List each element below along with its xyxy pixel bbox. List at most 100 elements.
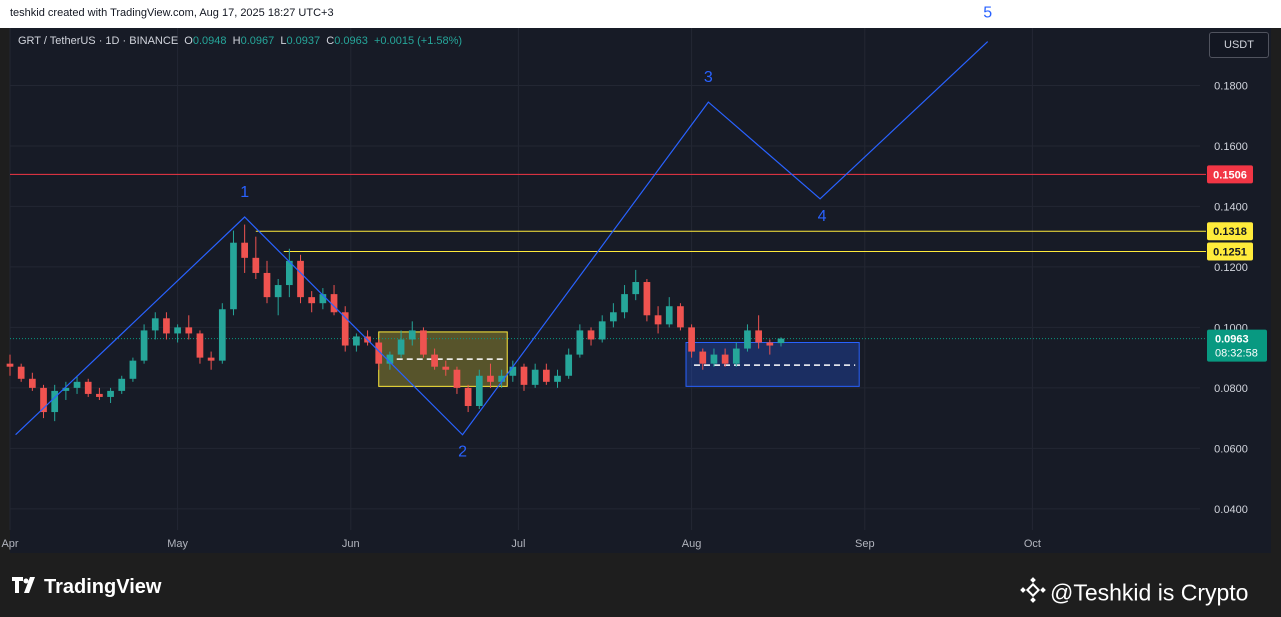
candle-body (699, 351, 707, 364)
candle-body (520, 366, 528, 385)
candle-body (487, 375, 494, 382)
high-value: 0.0967 (240, 35, 275, 47)
candle-body (408, 330, 416, 340)
binance-logo-icon (1020, 577, 1046, 609)
candle-body (509, 366, 517, 376)
currency-button[interactable]: USDT (1209, 32, 1269, 58)
candle-body (163, 318, 170, 334)
candle-body (565, 354, 573, 376)
wave-label-4: 4 (818, 208, 827, 225)
candle-countdown-label: 08:32:58 (1215, 348, 1258, 360)
attribution-bar: teshkid created with TradingView.com, Au… (0, 0, 1281, 28)
candle-body (107, 390, 114, 397)
current-price-tag (1207, 329, 1267, 362)
close-value: 0.0963 (334, 35, 368, 47)
y-tick-label: 0.1400 (1214, 201, 1248, 213)
candle-body (442, 366, 450, 370)
candle-body (185, 327, 193, 334)
candle-body (397, 339, 405, 355)
y-tick-label: 0.1800 (1214, 80, 1248, 92)
candle-body (6, 363, 14, 367)
y-tick-label: 0.0800 (1214, 383, 1248, 395)
candle-body (386, 354, 394, 364)
candle-body (319, 294, 327, 304)
candle-body (330, 294, 338, 313)
tradingview-logo-icon (12, 576, 38, 599)
candle-body (353, 336, 360, 346)
low-value: 0.0937 (286, 35, 321, 47)
candle-body (576, 330, 584, 355)
current-price-label: 0.0963 (1215, 334, 1249, 346)
wave-label-1: 1 (240, 184, 249, 201)
candle-body (263, 272, 271, 298)
candle-body (431, 354, 438, 367)
chart-pane[interactable] (10, 28, 1271, 553)
candle-body (744, 330, 751, 349)
author-watermark: @Teshkid is Crypto (1020, 577, 1248, 609)
x-tick-label: Apr (1, 538, 18, 550)
y-tick-label: 0.0600 (1214, 443, 1248, 455)
candle-body (140, 330, 148, 361)
elliott-wave-path (15, 41, 989, 436)
candle-body (710, 354, 718, 364)
tradingview-logo[interactable]: TradingView (12, 576, 161, 599)
level-price-label: 0.1318 (1213, 226, 1247, 238)
candle-body (28, 378, 36, 388)
candle-body (621, 294, 628, 313)
blue-range-box (685, 342, 860, 387)
wave-label-5: 5 (983, 5, 992, 22)
candle-body (554, 375, 561, 382)
candle-body (341, 312, 349, 346)
wave-label-2: 2 (458, 444, 467, 461)
level-price-label: 0.1506 (1213, 169, 1247, 181)
tradingview-logo-text: TradingView (44, 576, 162, 598)
candle-body (17, 366, 25, 379)
candle-body (721, 354, 729, 364)
low-label: L (280, 35, 287, 47)
candle-body (665, 306, 673, 325)
candle-body (207, 357, 215, 361)
candle-body (610, 312, 617, 322)
candle-body (475, 375, 483, 407)
candle-body (598, 321, 606, 340)
candle-body (498, 375, 505, 382)
candle-body (241, 242, 248, 258)
candle-body (51, 390, 59, 413)
x-tick-label: Jul (511, 538, 525, 550)
candle-body (308, 297, 316, 304)
candle-body (688, 327, 695, 352)
x-tick-label: Aug (682, 538, 702, 550)
candle-body (464, 387, 472, 407)
candle-body (196, 333, 204, 358)
high-label: H (232, 35, 241, 47)
symbol-pair[interactable]: GRT / TetherUS · 1D · BINANCE (18, 35, 179, 47)
candle-body (174, 327, 181, 334)
watermark-text: @Teshkid is Crypto (1050, 579, 1249, 606)
candle-body (677, 306, 684, 328)
attribution-text: teshkid created with TradingView.com, Au… (10, 7, 334, 19)
candle-body (777, 338, 785, 344)
candle-body (218, 309, 226, 361)
candle-body (84, 381, 92, 394)
x-tick-label: May (167, 538, 188, 550)
open-value: 0.0948 (192, 35, 227, 47)
symbol-legend: GRT / TetherUS · 1D · BINANCE O0.0948 H0… (18, 35, 462, 47)
y-tick-label: 0.1600 (1214, 141, 1248, 153)
open-label: O (184, 35, 193, 47)
candle-body (632, 282, 640, 295)
wave-label-3: 3 (704, 69, 713, 86)
level-price-tag (1207, 222, 1253, 241)
candle-body (453, 369, 461, 388)
candle-body (252, 257, 260, 273)
level-price-tag (1207, 242, 1253, 261)
candle-body (129, 360, 137, 379)
x-tick-label: Oct (1024, 538, 1041, 550)
change-value: +0.0015 (+1.58%) (374, 35, 463, 47)
candle-body (62, 387, 70, 391)
candle-body (420, 330, 427, 355)
candle-body (542, 369, 550, 382)
candle-body (230, 242, 237, 310)
candle-body (643, 282, 651, 316)
candle-body (732, 348, 740, 364)
